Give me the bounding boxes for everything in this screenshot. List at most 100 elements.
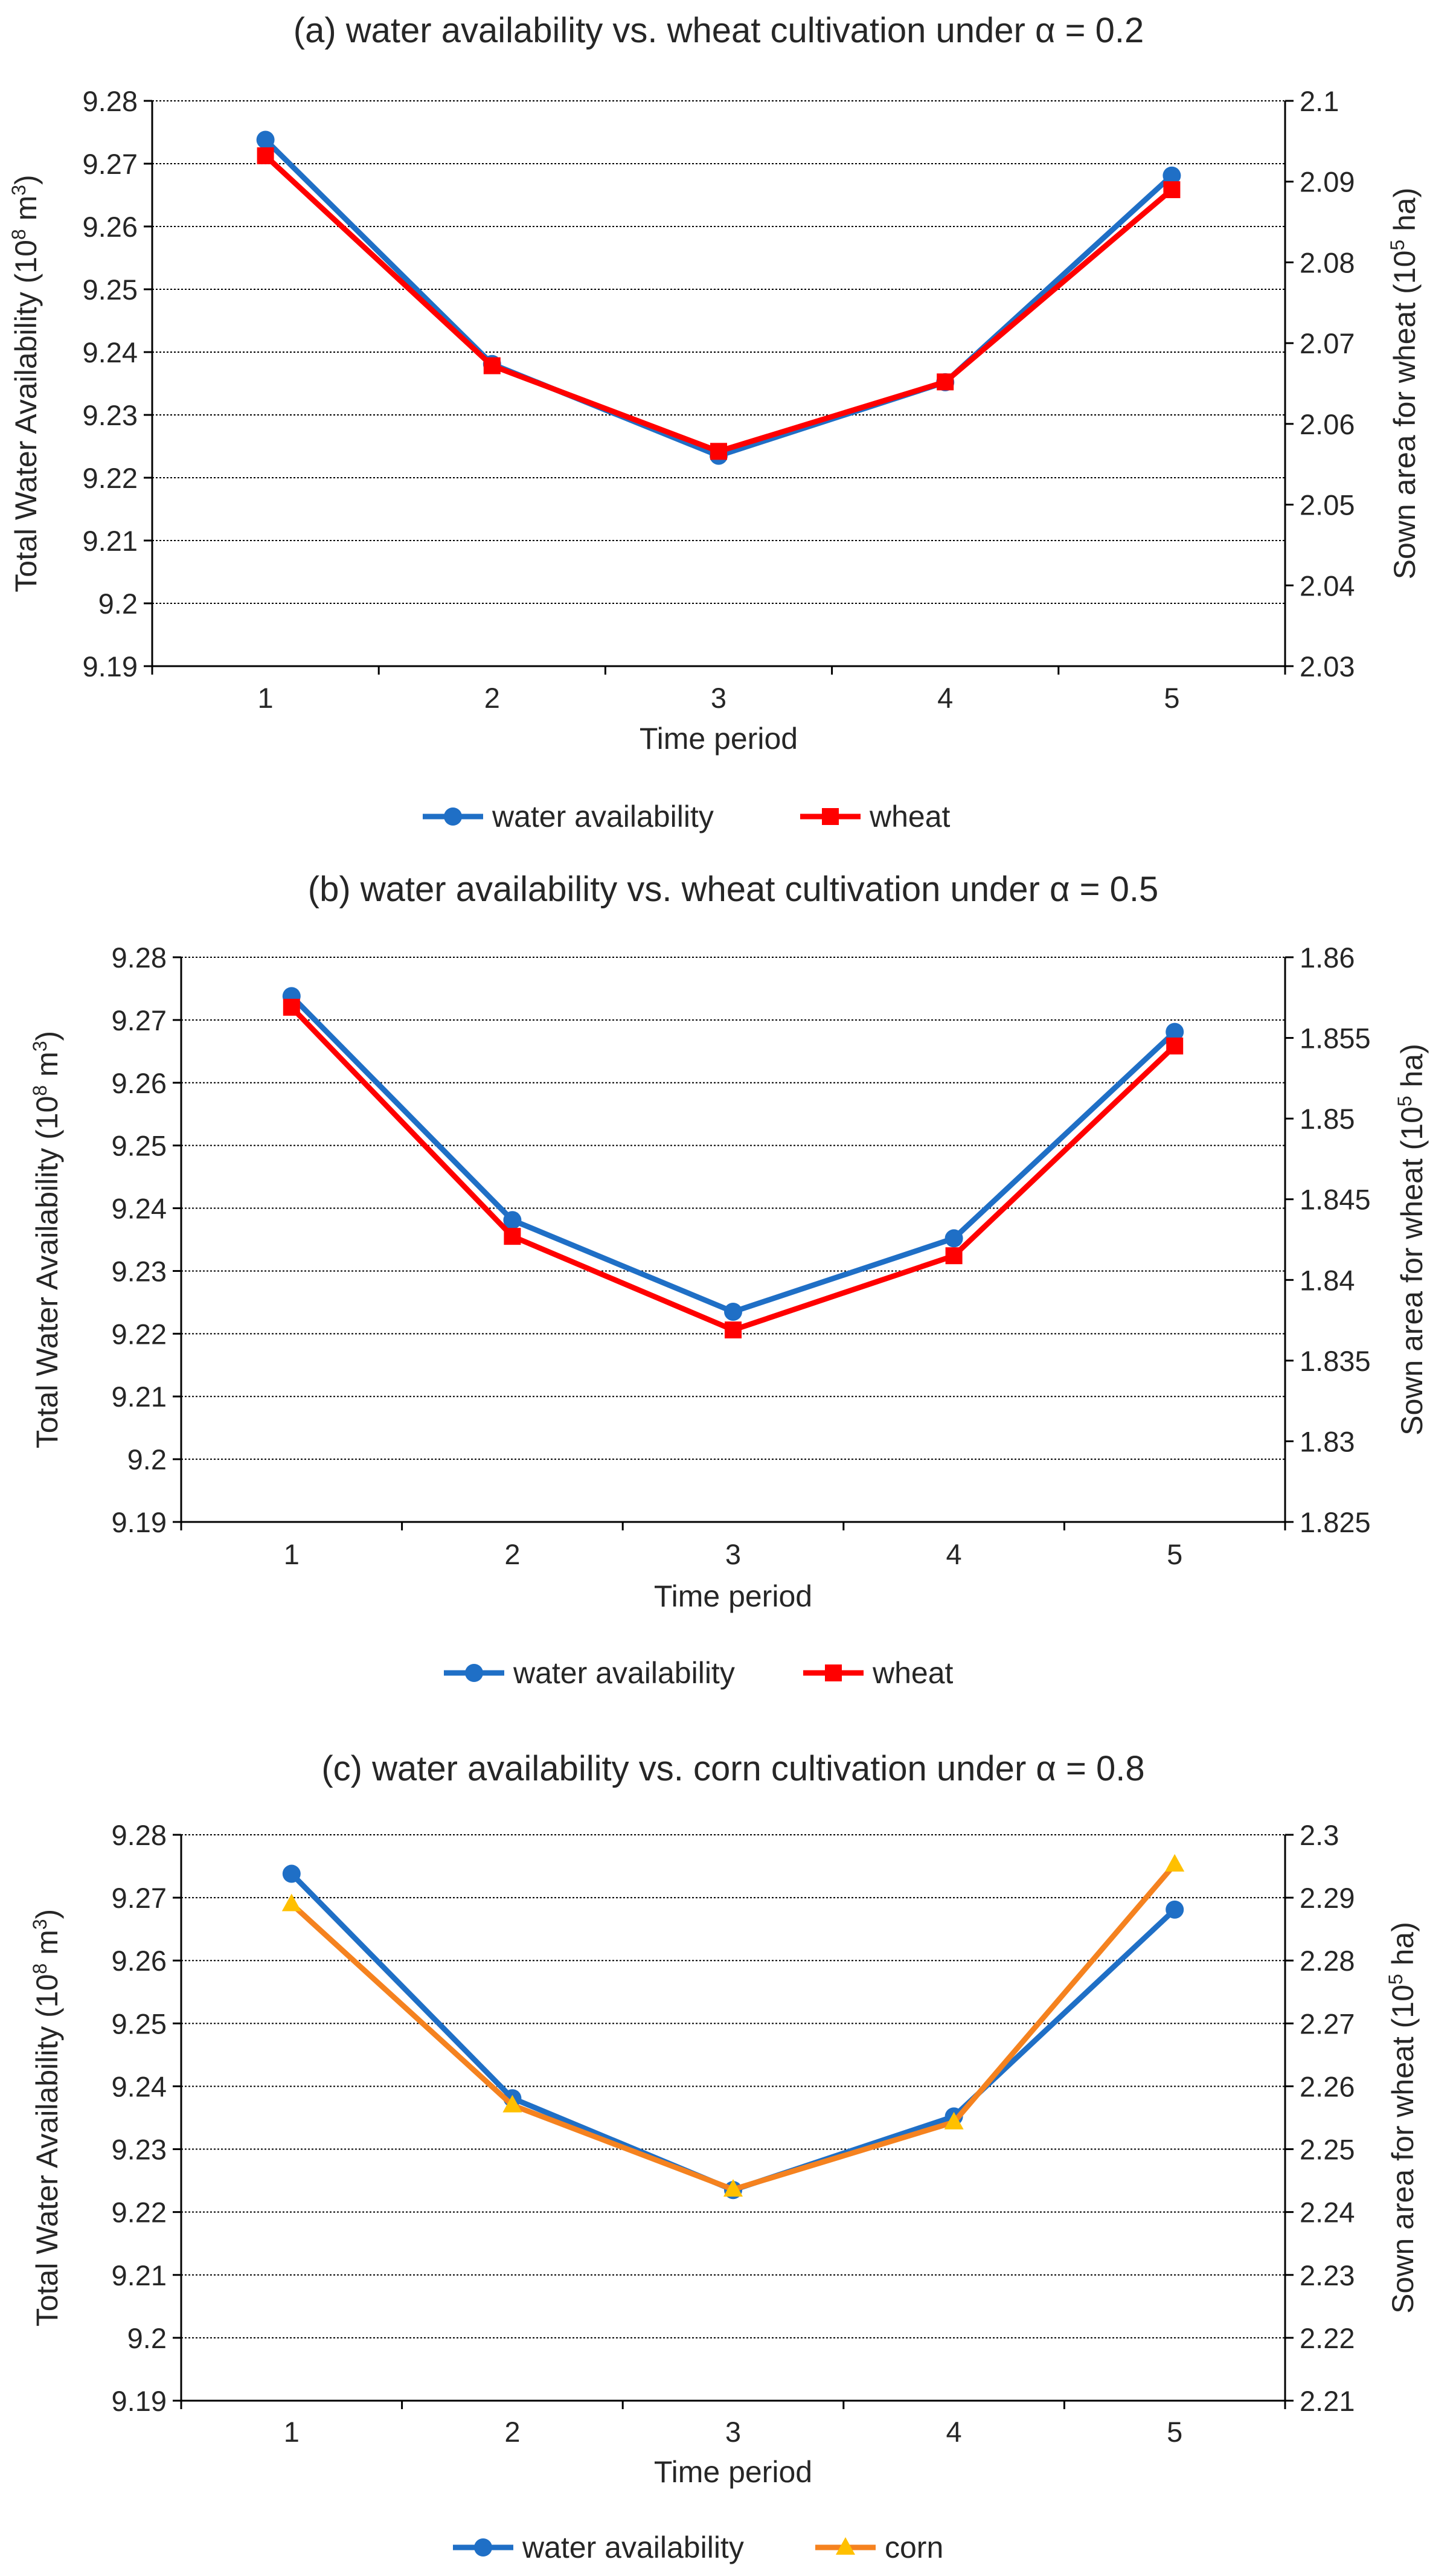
y2-tick-label: 2.09: [1300, 166, 1355, 198]
series-wheat: [257, 147, 1181, 460]
y2-tick-label: 1.845: [1300, 1184, 1371, 1216]
data-point: [1166, 1037, 1184, 1054]
y-axis-label: Total Water Availability (108 m3): [29, 1909, 64, 2326]
x-tick-label: 3: [725, 2416, 741, 2448]
x-tick-label: 2: [484, 682, 500, 714]
legend-label: water availability: [492, 800, 714, 833]
data-point: [944, 1229, 963, 1248]
legend-item: corn: [815, 2531, 943, 2564]
y-tick-label: 9.25: [83, 274, 138, 306]
y-tick-label: 9.22: [83, 462, 138, 494]
y-tick-label: 9.26: [112, 1945, 167, 1977]
y-axis-label-end: ): [30, 1031, 64, 1041]
chart-panel: (b) water availability vs. wheat cultiva…: [29, 870, 1429, 1690]
y2-tick-label: 2.06: [1300, 408, 1355, 440]
legend-marker: [465, 1664, 483, 1682]
y-axis-label-text: Total Water Availability (10: [9, 240, 43, 592]
y-axis-label: Total Water Availability (108 m3): [8, 175, 43, 592]
data-point: [256, 130, 275, 149]
legend-label: water availability: [513, 1656, 735, 1690]
x-tick-label: 1: [284, 2416, 300, 2448]
y2-tick-label: 2.27: [1300, 2008, 1355, 2040]
y-tick-label: 9.27: [112, 1004, 167, 1036]
y2-axis-label-end: ha): [1395, 1044, 1429, 1096]
y-tick-label: 9.22: [112, 1318, 167, 1350]
y-axis-label: Total Water Availability (108 m3): [29, 1031, 64, 1448]
y2-tick-label: 2.3: [1300, 1819, 1339, 1851]
y-tick-label: 9.26: [83, 211, 138, 243]
legend-marker: [822, 808, 839, 825]
y-axis-label-text: Total Water Availability (10: [30, 1974, 64, 2327]
y-tick-label: 9.27: [112, 1882, 167, 1914]
y-axis-label-sup2: 3: [29, 1919, 51, 1930]
y2-tick-label: 1.84: [1300, 1264, 1355, 1296]
y2-tick-label: 2.21: [1300, 2385, 1355, 2417]
y-tick-label: 9.28: [83, 85, 138, 117]
series-line: [289, 994, 1177, 1315]
legend-marker: [836, 2537, 855, 2555]
x-axis-label: Time period: [654, 2455, 812, 2489]
y2-axis-label-sup: 5: [1385, 1974, 1406, 1985]
y-tick-label: 9.25: [112, 2008, 167, 2040]
y-tick-label: 9.28: [112, 942, 167, 974]
y2-axis-label-end: ha): [1386, 1922, 1420, 1974]
x-tick-label: 5: [1164, 682, 1179, 714]
legend-marker: [444, 807, 462, 826]
chart-title: (b) water availability vs. wheat cultiva…: [308, 870, 1158, 909]
x-tick-label: 1: [258, 682, 274, 714]
data-point: [710, 443, 727, 460]
y2-axis-label: Sown area for wheat (105 ha): [1387, 188, 1422, 580]
x-tick-label: 2: [504, 1538, 520, 1570]
y-tick-label: 9.21: [112, 2259, 167, 2291]
legend-item: wheat: [803, 1656, 954, 1690]
y-tick-label: 9.28: [112, 1819, 167, 1851]
data-point: [1166, 1900, 1184, 1919]
legend-label: corn: [885, 2531, 943, 2564]
y-axis-label-suffix: m: [30, 1051, 64, 1085]
legend-item: water availability: [423, 800, 714, 833]
y-tick-label: 9.19: [112, 1506, 167, 1538]
y-tick-label: 9.26: [112, 1067, 167, 1099]
y2-axis-label-text: Sown area for wheat (10: [1388, 251, 1422, 580]
series-line: [289, 1005, 1177, 1333]
y-tick-label: 9.21: [112, 1381, 167, 1413]
y-tick-label: 9.24: [112, 1193, 167, 1225]
y-axis-label-end: ): [9, 175, 43, 185]
data-point: [724, 1302, 742, 1321]
y2-tick-label: 2.1: [1300, 85, 1339, 117]
y-tick-label: 9.22: [112, 2197, 167, 2229]
y2-tick-label: 2.04: [1300, 570, 1355, 602]
chart-title: (c) water availability vs. corn cultivat…: [321, 1749, 1144, 1788]
y2-tick-label: 2.26: [1300, 2070, 1355, 2102]
data-point: [281, 1893, 301, 1911]
y-axis-label-sup: 8: [29, 1963, 51, 1974]
y-tick-label: 9.19: [112, 2385, 167, 2417]
y2-axis-label-text: Sown area for wheat (10: [1395, 1106, 1429, 1436]
y2-tick-label: 2.08: [1300, 246, 1355, 278]
data-point: [283, 998, 300, 1016]
y-axis-label-end: ): [30, 1909, 64, 1919]
y2-tick-label: 2.24: [1300, 2197, 1355, 2229]
y-axis-label-sup2: 3: [29, 1041, 51, 1051]
legend-label: wheat: [872, 1656, 954, 1690]
y-tick-label: 9.24: [112, 2070, 167, 2102]
y-tick-label: 9.27: [83, 148, 138, 180]
y-tick-label: 9.2: [98, 588, 138, 620]
data-point: [1165, 1854, 1185, 1872]
x-tick-label: 3: [711, 682, 726, 714]
legend-item: water availability: [444, 1656, 735, 1690]
data-point: [937, 373, 954, 391]
y2-tick-label: 2.05: [1300, 489, 1355, 521]
x-axis-label: Time period: [640, 722, 798, 756]
y2-tick-label: 1.83: [1300, 1425, 1355, 1457]
y-tick-label: 9.23: [112, 1255, 167, 1287]
y-axis-label-sup: 8: [8, 229, 30, 240]
data-point: [725, 1321, 742, 1339]
y-axis-label-suffix: m: [30, 1930, 64, 1963]
chart-title: (a) water availability vs. wheat cultiva…: [293, 11, 1144, 50]
series-corn: [281, 1854, 1185, 2197]
y2-tick-label: 2.07: [1300, 327, 1355, 359]
y-axis-label-sup2: 3: [8, 185, 30, 196]
legend-marker: [825, 1664, 842, 1681]
y2-tick-label: 1.85: [1300, 1103, 1355, 1135]
